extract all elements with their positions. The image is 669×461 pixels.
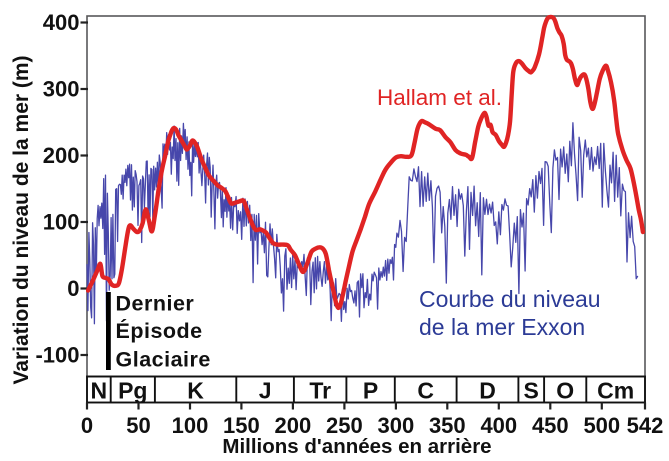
svg-text:450: 450 xyxy=(532,413,569,438)
svg-text:Tr: Tr xyxy=(309,378,331,404)
svg-text:Hallam et al.: Hallam et al. xyxy=(377,85,502,110)
svg-text:Cm: Cm xyxy=(597,378,634,404)
svg-text:400: 400 xyxy=(43,10,80,35)
svg-text:Pg: Pg xyxy=(118,378,147,404)
svg-text:200: 200 xyxy=(43,143,80,168)
svg-text:S: S xyxy=(524,378,539,404)
svg-text:K: K xyxy=(187,378,204,404)
svg-text:Millions d'années en arrière: Millions d'années en arrière xyxy=(222,435,491,458)
svg-text:D: D xyxy=(479,378,496,404)
svg-text:300: 300 xyxy=(378,413,415,438)
svg-text:250: 250 xyxy=(326,413,363,438)
svg-text:Courbe du niveau: Courbe du niveau xyxy=(419,286,601,312)
svg-text:350: 350 xyxy=(429,413,466,438)
svg-text:200: 200 xyxy=(275,413,312,438)
svg-text:300: 300 xyxy=(43,77,80,102)
svg-text:de la mer Exxon: de la mer Exxon xyxy=(419,314,585,340)
svg-text:100: 100 xyxy=(43,210,80,235)
svg-text:P: P xyxy=(363,378,378,404)
svg-text:C: C xyxy=(417,378,434,404)
svg-text:542: 542 xyxy=(627,413,664,438)
svg-text:Glaciaire: Glaciaire xyxy=(116,348,211,372)
svg-text:Variation du niveau de la mer: Variation du niveau de la mer (m) xyxy=(10,55,33,384)
svg-text:100: 100 xyxy=(172,413,209,438)
svg-text:0: 0 xyxy=(67,276,79,301)
svg-text:-100: -100 xyxy=(35,343,79,368)
svg-text:N: N xyxy=(90,378,107,404)
svg-text:Dernier: Dernier xyxy=(116,292,195,316)
svg-text:Épisode: Épisode xyxy=(116,318,203,343)
svg-text:0: 0 xyxy=(81,413,93,438)
svg-text:400: 400 xyxy=(480,413,517,438)
svg-text:50: 50 xyxy=(126,413,150,438)
svg-text:J: J xyxy=(259,378,272,404)
svg-text:O: O xyxy=(556,378,574,404)
svg-text:500: 500 xyxy=(583,413,620,438)
svg-text:150: 150 xyxy=(223,413,260,438)
